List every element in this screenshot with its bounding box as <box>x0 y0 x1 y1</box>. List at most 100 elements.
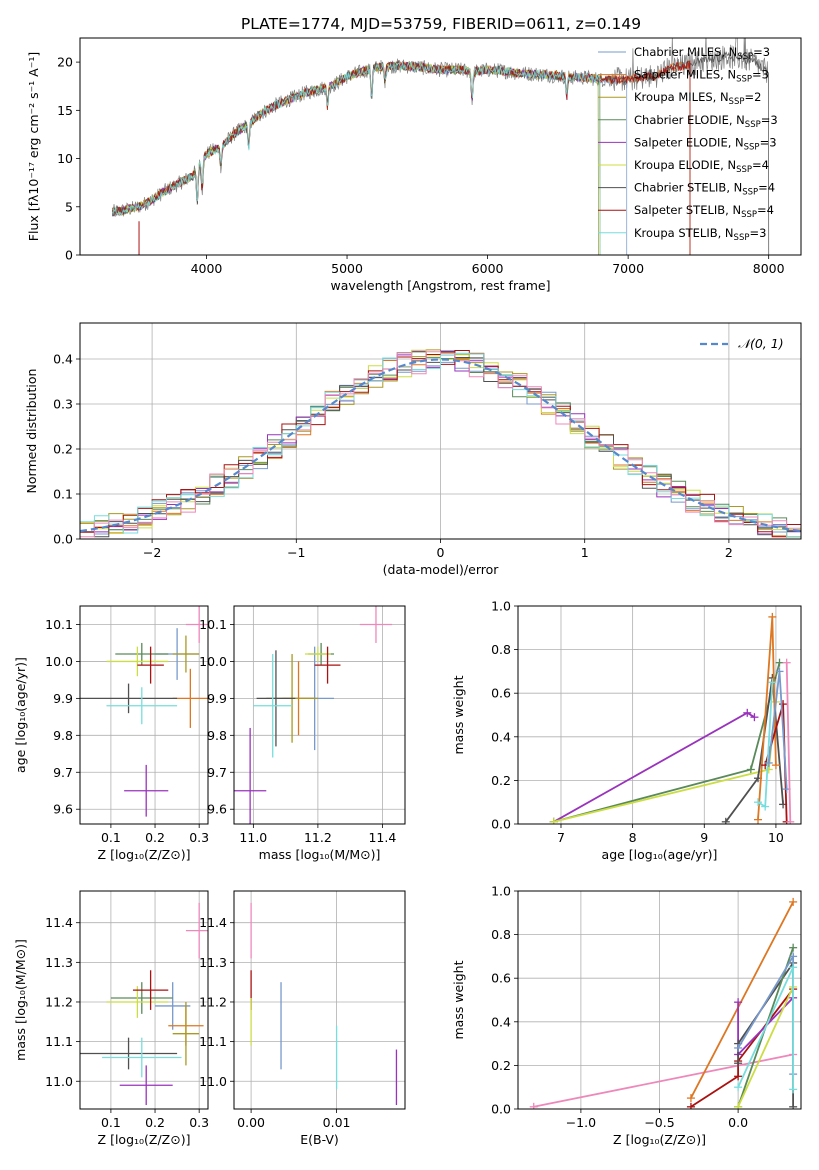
mass-weight-line <box>737 966 794 1090</box>
x-tick-label: 11.0 <box>239 830 267 845</box>
legend-label-base: Chabrier MILES, N <box>634 45 737 59</box>
panel-1: 4000 5000 6000 7000 8000 0 5 10 15 20 wavelength [… <box>26 37 802 293</box>
model-spectrum-line <box>111 60 691 255</box>
mass-weight-marker <box>743 708 752 717</box>
x-tick-label: 10 <box>768 830 784 845</box>
grid <box>518 605 801 825</box>
model-spectrum-line <box>111 61 599 255</box>
y-tick-label: 15 <box>57 103 73 118</box>
legend-label: Chabrier MILES, NSSP=3 <box>634 45 770 62</box>
mass-weight-marker <box>734 1102 743 1109</box>
plot-area <box>549 612 795 824</box>
mass-weight-marker <box>771 761 780 770</box>
y-tick-label: 10.0 <box>199 654 227 669</box>
legend-label-sub: SSP <box>742 188 758 198</box>
mass-weight-marker <box>754 815 763 824</box>
legend-label-sub: SSP <box>736 165 752 175</box>
x-tick-label: 11.2 <box>304 830 332 845</box>
mass-weight-marker <box>549 817 558 824</box>
y-tick-label: 0.8 <box>491 927 511 942</box>
y-tick-label: 1.0 <box>491 599 511 614</box>
y-tick-label: 0.4 <box>491 729 511 744</box>
y-tick-label: 11.3 <box>45 955 73 970</box>
y-tick-label: 0.2 <box>491 773 511 788</box>
legend-label-base: Kroupa STELIB, N <box>634 226 734 240</box>
panel-7: 0.00 0.01 11.0 11.1 11.2 11.3 11.4 E(B-V) <box>199 890 406 1147</box>
y-tick-label: 11.0 <box>199 1074 227 1089</box>
plot-area <box>529 897 798 1109</box>
panel-8: −1.0 −0.5 0.0 0.0 0.2 0.4 0.6 0.8 1.0 Z [log₁₀(Z/… <box>451 884 802 1147</box>
x-tick-label: 0.0 <box>728 1115 748 1130</box>
x-tick-label: 7000 <box>612 261 644 276</box>
mass-weight-marker <box>775 658 784 667</box>
x-tick-label: 0.1 <box>101 1115 121 1130</box>
x-axis-label: age [log₁₀(age/yr)] <box>602 847 718 862</box>
legend-label: 𝒩(0, 1) <box>738 336 784 351</box>
x-axis-label: Z [log₁₀(Z/Z⊙)] <box>98 847 191 862</box>
legend-label-tail: =4 <box>752 158 769 172</box>
figure-title: PLATE=1774, MJD=53759, FIBERID=0611, z=0… <box>241 15 641 33</box>
y-tick-label: 11.0 <box>45 1074 73 1089</box>
x-tick-label: 4000 <box>191 261 223 276</box>
panel-6: 0.1 0.2 0.3 11.0 11.1 11.2 11.3 11.4 Z [log₁₀(Z/… <box>13 890 209 1147</box>
y-tick-label: 0.0 <box>53 532 73 547</box>
panel-2: −2 −1 0 1 2 0.0 0.1 0.2 0.3 0.4 (data-model)/error… <box>24 322 802 577</box>
mass-weight-marker <box>686 1094 695 1103</box>
legend-label-base: Chabrier ELODIE, N <box>634 113 745 127</box>
legend-label: Salpeter ELODIE, NSSP=3 <box>634 135 777 152</box>
axes-frame <box>79 322 802 540</box>
legend-label-base: Salpeter ELODIE, N <box>634 135 744 149</box>
y-tick-label: 9.8 <box>207 728 227 743</box>
mass-weight-marker <box>768 612 777 621</box>
y-tick-label: 11.2 <box>199 994 227 1009</box>
mass-weight-line <box>553 711 755 823</box>
legend-label-base: Salpeter STELIB, N <box>634 203 741 217</box>
mass-weight-line <box>553 662 781 823</box>
grid <box>80 891 208 1109</box>
y-tick-label: 5 <box>65 199 73 214</box>
y-tick-label: 11.2 <box>45 994 73 1009</box>
x-axis-label: E(B-V) <box>300 1132 339 1147</box>
legend-label: Kroupa ELODIE, NSSP=4 <box>634 158 769 175</box>
legend: 𝒩(0, 1) <box>700 336 784 351</box>
axes-frame <box>79 890 209 1110</box>
mass-weight-marker <box>789 943 798 952</box>
x-tick-label: 0.3 <box>189 1115 209 1130</box>
grid <box>234 606 405 824</box>
legend-label-tail: =3 <box>752 68 769 82</box>
panel-4: 11.0 11.2 11.4 9.6 9.7 9.8 9.9 10.0 10.1 mass [lo… <box>199 605 406 862</box>
model-spectrum-line <box>111 61 601 255</box>
axes-frame <box>517 890 802 1110</box>
histogram-step <box>80 352 801 537</box>
y-tick-label: 0.6 <box>491 971 511 986</box>
panel-3: 0.1 0.2 0.3 9.6 9.7 9.8 9.9 10.0 10.1 Z [log₁₀(Z/… <box>13 605 209 862</box>
legend-label-tail: =3 <box>753 45 770 59</box>
y-tick-label: 9.9 <box>207 691 227 706</box>
x-tick-label: 8000 <box>753 261 785 276</box>
grid <box>234 891 405 1109</box>
plot-area <box>80 349 801 538</box>
x-axis-label: (data-model)/error <box>383 562 500 577</box>
y-axis-label: Flux [fλ10⁻¹⁷ erg cm⁻² s⁻¹ A⁻¹] <box>26 52 41 241</box>
mass-weight-marker <box>734 1083 743 1092</box>
x-tick-label: 9 <box>700 830 708 845</box>
legend-label: Kroupa MILES, NSSP=2 <box>634 90 761 107</box>
plot-area <box>111 38 770 255</box>
legend-label: Salpeter STELIB, NSSP=4 <box>634 203 774 220</box>
legend-label-sub: SSP <box>744 142 760 152</box>
y-tick-label: 0.0 <box>491 817 511 832</box>
y-tick-label: 0.4 <box>491 1014 511 1029</box>
model-spectrum-line <box>111 61 601 255</box>
y-axis-label: mass weight <box>451 675 466 754</box>
x-tick-label: −1.0 <box>566 1115 596 1130</box>
mass-weight-marker <box>754 798 763 807</box>
x-tick-label: 0.2 <box>145 830 165 845</box>
mass-weight-marker <box>789 1085 798 1094</box>
mass-weight-marker <box>529 1102 538 1109</box>
mass-weight-marker <box>734 1072 743 1081</box>
x-axis-label: Z [log₁₀(Z/Z⊙)] <box>98 1132 191 1147</box>
y-tick-label: 9.7 <box>53 765 73 780</box>
y-axis-label: Normed distribution <box>24 369 39 494</box>
